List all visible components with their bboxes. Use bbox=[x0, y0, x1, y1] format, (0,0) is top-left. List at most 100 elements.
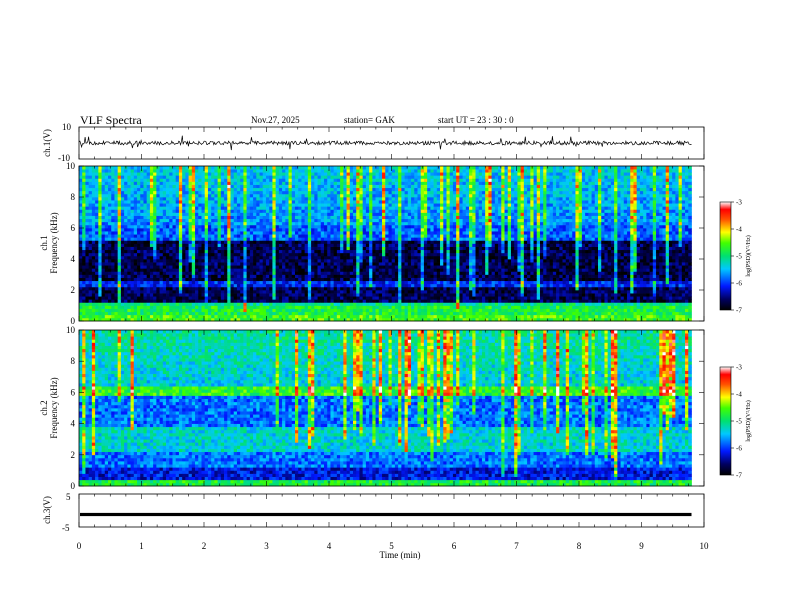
ch1-spectrogram-cell bbox=[382, 212, 386, 216]
ch1-spectrogram-cell bbox=[188, 184, 193, 189]
ch1-spectrogram-cell bbox=[275, 299, 280, 303]
ch1-spectrogram-cell bbox=[117, 246, 122, 251]
ch1-spectrogram-cell bbox=[172, 311, 177, 316]
ch1-spectrogram-cell bbox=[346, 203, 351, 207]
ch1-spectrogram-cell bbox=[311, 308, 315, 313]
ch1-spectrogram-cell bbox=[307, 234, 312, 238]
ch1-spectrogram-cell bbox=[91, 308, 96, 313]
ch1-spectrogram-cell bbox=[198, 302, 202, 306]
ch1-spectrogram-cell bbox=[340, 271, 344, 275]
ch1-spectrogram-cell bbox=[214, 184, 218, 189]
ch1-spectrogram-cell bbox=[182, 262, 186, 266]
ch1-spectrogram-cell bbox=[195, 203, 199, 207]
ch1-spectrogram-cell bbox=[349, 293, 354, 297]
ch1-spectrogram-cell bbox=[382, 268, 386, 272]
ch1-spectrogram-cell bbox=[79, 221, 83, 226]
ch1-spectrogram-cell bbox=[88, 231, 93, 235]
ch1-spectrogram-cell bbox=[285, 308, 289, 313]
ch1-spectrogram-cell bbox=[224, 255, 228, 260]
ch1-spectrogram-cell bbox=[324, 234, 328, 238]
ch1-spectrogram-cell bbox=[353, 308, 357, 313]
ch1-spectrogram-cell bbox=[388, 172, 393, 176]
ch1-spectrogram-cell bbox=[378, 228, 383, 232]
ch1-spectrogram-cell bbox=[224, 178, 228, 182]
ch1-spectrogram-cell bbox=[143, 274, 148, 278]
ch1-spectrogram-cell bbox=[224, 271, 228, 275]
ch1-spectrogram-cell bbox=[304, 271, 309, 275]
ch1-spectrogram-cell bbox=[211, 212, 215, 216]
ch1-spectrogram-cell bbox=[130, 302, 135, 306]
ch1-spectrogram-cell bbox=[227, 283, 231, 288]
ch1-spectrogram-cell bbox=[227, 237, 231, 241]
ch1-spectrogram-cell bbox=[298, 215, 302, 220]
ch1-spectrogram-cell bbox=[169, 311, 173, 316]
ch1-spectrogram-cell bbox=[127, 299, 131, 303]
ch1-spectrogram-cell bbox=[359, 259, 364, 263]
ch1-spectrogram-cell bbox=[143, 252, 148, 257]
ch1-spectrogram-cell bbox=[175, 212, 180, 216]
ch1-spectrogram-cell bbox=[169, 280, 173, 285]
ch1-spectrogram-cell bbox=[324, 203, 328, 207]
ch1-spectrogram-cell bbox=[291, 221, 296, 226]
ch1-spectrogram-cell bbox=[253, 290, 257, 294]
ch1-spectrogram-cell bbox=[243, 249, 247, 254]
ch1-spectrogram-cell bbox=[236, 262, 241, 266]
ch1-spectrogram-cell bbox=[391, 262, 396, 266]
ch1-spectrogram-cell bbox=[233, 311, 238, 316]
ch1-spectrogram-cell bbox=[207, 305, 212, 309]
ch1-spectrogram-cell bbox=[114, 240, 119, 244]
ch1-spectrogram-cell bbox=[365, 200, 370, 204]
ch1-spectrogram-cell bbox=[349, 302, 354, 306]
ch1-spectrogram-cell bbox=[124, 175, 128, 179]
ch1-spectrogram-cell bbox=[185, 259, 189, 263]
ch1-spectrogram-cell bbox=[140, 175, 144, 179]
ch1-spectrogram-cell bbox=[249, 200, 254, 204]
ch1-spectrogram-cell bbox=[175, 283, 180, 288]
ch1-spectrogram-cell bbox=[256, 280, 260, 285]
ch1-spectrogram-cell bbox=[298, 317, 302, 322]
ch1-spectrogram-cell bbox=[156, 249, 160, 254]
ch1-spectrogram-cell bbox=[111, 280, 115, 285]
ch1-spectrogram-cell bbox=[98, 212, 102, 216]
ch1-spectrogram-cell bbox=[143, 299, 148, 303]
ch1-spectrogram-cell bbox=[230, 209, 235, 213]
ch1-spectrogram-cell bbox=[272, 317, 276, 322]
ch1-spectrogram-cell bbox=[79, 274, 83, 278]
ch1-spectrogram-cell bbox=[104, 215, 109, 220]
ch1-spectrogram-cell bbox=[201, 181, 206, 185]
ch1-spectrogram-cell bbox=[246, 293, 251, 297]
ch1-spectrogram-cell bbox=[285, 249, 289, 254]
ch1-spectrogram-cell bbox=[79, 308, 83, 313]
ch1-spectrogram-cell bbox=[104, 249, 109, 254]
ch1-spectrogram-cell bbox=[198, 181, 202, 185]
ch1-spectrogram-cell bbox=[301, 240, 305, 244]
ch1-spectrogram-cell bbox=[91, 259, 96, 263]
ch1-spectrogram-cell bbox=[98, 259, 102, 263]
ch1-spectrogram-cell bbox=[214, 296, 218, 300]
ch1-spectrogram-cell bbox=[282, 237, 286, 241]
ch1-spectrogram-cell bbox=[98, 255, 102, 260]
ch1-spectrogram-cell bbox=[349, 271, 354, 275]
ch1-spectrogram-cell bbox=[162, 302, 167, 306]
ch1-spectrogram-cell bbox=[108, 172, 112, 176]
ch1-spectrogram-cell bbox=[201, 224, 206, 229]
ch1-spectrogram-cell bbox=[278, 262, 283, 266]
ch1-spectrogram-cell bbox=[101, 221, 106, 226]
ch1-spectrogram-cell bbox=[117, 293, 122, 297]
ch1-spectrogram-cell bbox=[375, 193, 380, 198]
ch1-spectrogram-cell bbox=[272, 302, 276, 306]
ch1-spectrogram-cell bbox=[104, 286, 109, 291]
ch1-spectrogram-cell bbox=[220, 178, 225, 182]
ch1-spectrogram-cell bbox=[236, 228, 241, 232]
ch1-spectrogram-cell bbox=[169, 166, 173, 170]
ch1-spectrogram-cell bbox=[362, 172, 367, 176]
ch1-spectrogram-cell bbox=[259, 175, 264, 179]
ch1-spectrogram-cell bbox=[349, 212, 354, 216]
ch1-spectrogram-cell bbox=[278, 271, 283, 275]
ch1-spectrogram-cell bbox=[343, 209, 347, 213]
ch1-spectrogram-cell bbox=[104, 184, 109, 189]
ch1-spectrogram-cell bbox=[133, 305, 138, 309]
ch1-spectrogram-cell bbox=[294, 280, 299, 285]
ch1-spectrogram-cell bbox=[346, 243, 351, 247]
ch1-spectrogram-cell bbox=[166, 212, 170, 216]
